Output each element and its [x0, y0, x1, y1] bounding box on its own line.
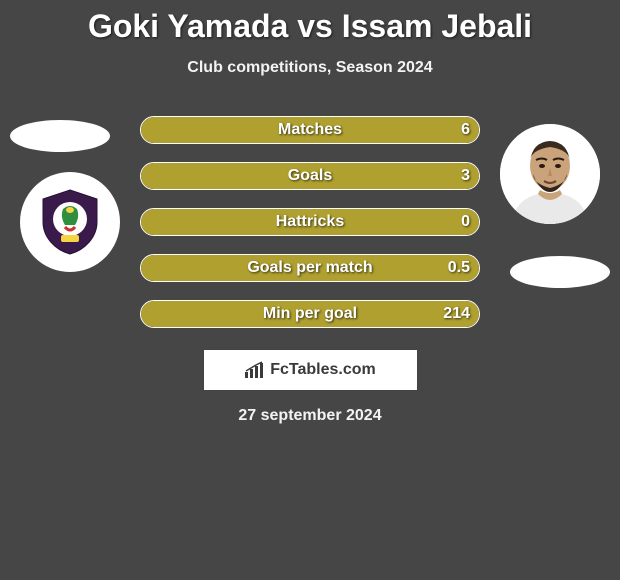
stat-value-right: 214	[443, 305, 470, 323]
stat-row: Matches6	[0, 107, 620, 153]
stat-label: Goals per match	[140, 259, 480, 277]
stat-value-right: 3	[461, 167, 470, 185]
stat-label: Min per goal	[140, 305, 480, 323]
brand-text: FcTables.com	[270, 361, 376, 379]
chart-icon	[244, 361, 266, 379]
page-title: Goki Yamada vs Issam Jebali	[0, 0, 620, 45]
page-subtitle: Club competitions, Season 2024	[0, 59, 620, 77]
stat-row: Hattricks0	[0, 199, 620, 245]
stat-value-right: 6	[461, 121, 470, 139]
stat-value-right: 0	[461, 213, 470, 231]
page-date: 27 september 2024	[0, 407, 620, 425]
stat-label: Hattricks	[140, 213, 480, 231]
stat-value-right: 0.5	[448, 259, 470, 277]
stat-row: Min per goal214	[0, 291, 620, 337]
stat-label: Goals	[140, 167, 480, 185]
stats-container: Matches6Goals3Hattricks0Goals per match0…	[0, 107, 620, 337]
stat-row: Goals3	[0, 153, 620, 199]
stat-row: Goals per match0.5	[0, 245, 620, 291]
stat-label: Matches	[140, 121, 480, 139]
brand-logo: FcTables.com	[203, 349, 418, 391]
